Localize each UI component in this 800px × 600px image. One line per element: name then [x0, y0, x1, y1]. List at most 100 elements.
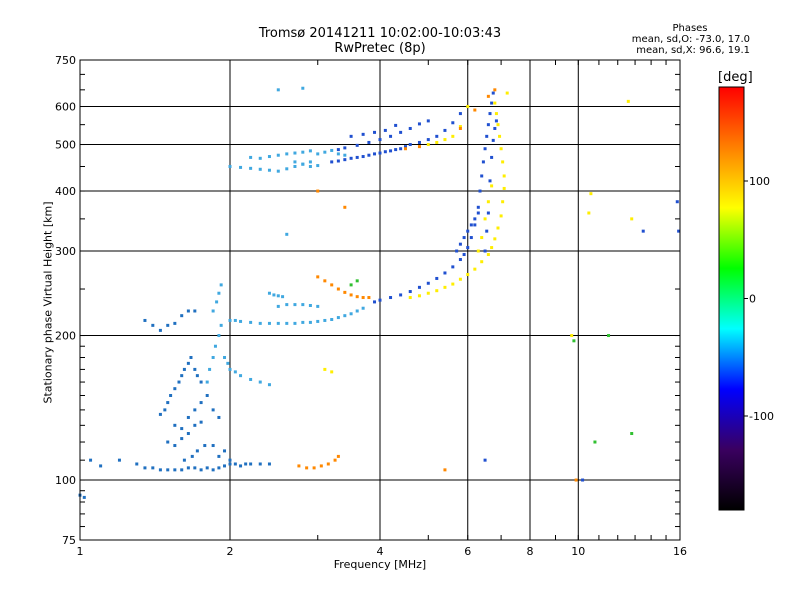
data-point	[308, 320, 312, 324]
data-point	[199, 401, 203, 405]
data-point	[249, 155, 253, 159]
data-point	[323, 318, 327, 322]
colorbar-tick-label: 100	[749, 175, 770, 188]
data-point	[228, 318, 232, 322]
data-point	[173, 321, 177, 325]
data-point	[239, 464, 243, 468]
data-point	[186, 432, 190, 436]
data-point	[443, 468, 447, 472]
data-point	[451, 134, 455, 138]
data-point	[151, 466, 155, 470]
plot-axes	[79, 59, 681, 541]
x-tick-label: 10	[571, 545, 585, 558]
data-point	[226, 361, 230, 365]
data-point	[476, 205, 480, 209]
data-point	[469, 223, 473, 227]
data-point	[641, 229, 645, 233]
data-point	[589, 192, 593, 196]
data-point	[394, 123, 398, 127]
data-point	[316, 304, 320, 308]
data-point	[166, 468, 170, 472]
data-point	[323, 279, 327, 283]
data-point	[276, 153, 280, 157]
data-point	[451, 265, 455, 269]
data-point	[499, 147, 503, 151]
data-point	[308, 149, 312, 153]
data-point	[211, 468, 215, 472]
y-tick-label: 500	[55, 139, 76, 152]
data-point	[199, 420, 203, 424]
data-point	[501, 200, 505, 204]
data-point	[493, 237, 497, 241]
data-point	[486, 123, 490, 127]
data-point	[496, 226, 500, 230]
data-point	[572, 339, 576, 343]
data-point	[173, 423, 177, 427]
data-point	[493, 101, 497, 105]
data-point	[494, 119, 498, 123]
data-point	[417, 122, 421, 126]
data-point	[285, 321, 289, 325]
data-point	[458, 125, 462, 129]
data-point	[267, 383, 271, 387]
data-point	[367, 140, 371, 144]
data-point	[473, 223, 477, 227]
data-point	[217, 466, 221, 470]
data-point	[223, 464, 227, 468]
data-point	[443, 138, 447, 142]
data-point	[249, 166, 253, 170]
data-point	[361, 132, 365, 136]
data-point	[373, 300, 377, 304]
data-point	[417, 294, 421, 298]
x-tick-label: 4	[377, 545, 384, 558]
data-point	[208, 367, 212, 371]
data-point	[486, 211, 490, 215]
colorbar-tick-label: -100	[749, 410, 774, 423]
data-point	[177, 380, 181, 384]
data-point	[203, 444, 207, 448]
data-point	[89, 458, 93, 462]
data-point	[343, 146, 347, 150]
data-point	[301, 320, 305, 324]
data-point	[190, 454, 194, 458]
data-point	[180, 374, 184, 378]
data-point	[193, 408, 197, 412]
data-point	[355, 309, 359, 313]
y-tick-label: 400	[55, 185, 76, 198]
data-point	[228, 164, 232, 168]
data-point	[677, 229, 681, 233]
data-point	[490, 101, 494, 105]
data-point	[217, 291, 221, 295]
data-point	[293, 160, 297, 164]
data-point	[228, 367, 232, 371]
data-point	[330, 317, 334, 321]
data-point	[193, 423, 197, 427]
data-point	[443, 271, 447, 275]
data-point	[186, 309, 190, 313]
data-point	[336, 316, 340, 320]
data-point	[297, 464, 301, 468]
data-point	[481, 160, 485, 164]
data-point	[135, 462, 139, 466]
data-point	[389, 149, 393, 153]
data-point	[343, 153, 347, 157]
data-point	[316, 189, 320, 193]
data-point	[285, 232, 289, 236]
data-point	[293, 321, 297, 325]
data-point	[485, 134, 489, 138]
colorbar-unit: [deg]	[718, 70, 753, 85]
data-point	[272, 293, 276, 297]
data-point	[158, 412, 162, 416]
data-point	[490, 155, 494, 159]
data-point	[373, 152, 377, 156]
data-point	[389, 296, 393, 300]
data-point	[267, 321, 271, 325]
data-point	[501, 160, 505, 164]
data-point	[215, 300, 219, 304]
phase-stats-heading: Phases	[672, 23, 708, 34]
data-point	[488, 112, 492, 116]
data-point	[166, 323, 170, 327]
data-point	[99, 464, 103, 468]
data-point	[180, 437, 184, 441]
data-point	[319, 464, 323, 468]
